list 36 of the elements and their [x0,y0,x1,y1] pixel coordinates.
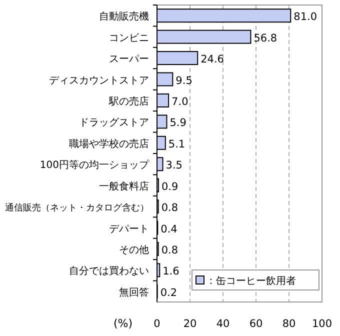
y-tick-label: 通信販売（ネット・カタログ含む） [5,202,149,214]
y-tick-label: 一般食料店 [99,180,149,192]
data-label: 7.0 [172,96,188,108]
data-label: 81.0 [294,11,318,24]
x-axis-title: (%) [113,317,133,330]
x-tick-label: 40 [216,318,230,330]
x-tick-label: 0 [154,318,160,330]
y-tick-label: 自分では買わない [69,265,149,278]
data-label: 0.8 [161,244,178,256]
y-tick-label: スーパー [109,54,149,66]
data-label: 56.8 [254,32,278,44]
data-label: 24.6 [200,54,224,66]
y-tick-label: その他 [119,244,149,256]
y-tick-label: 職場や学校の売店 [69,138,149,150]
y-tick-label: ディスカウントストア [49,75,149,86]
legend-label: ：缶コーヒー飲用者 [206,275,296,287]
data-label: 3.5 [166,160,182,172]
y-tick-label: 100円等の均一ショップ [40,159,150,172]
data-label: 0.4 [160,223,178,236]
y-tick-label: 自動販売機 [99,10,149,23]
data-label: 1.6 [162,266,180,278]
data-label: 0.2 [160,286,178,299]
data-label: 5.9 [170,117,186,130]
data-label: 9.5 [176,74,192,87]
x-tick-label: 80 [282,318,296,330]
x-tick-label: 100 [312,318,332,330]
y-tick-label: デパート [109,224,149,235]
x-tick-label: 60 [249,318,263,330]
y-tick-label: ドラッグストア [79,118,149,129]
data-label: 0.8 [161,202,178,214]
y-tick-label: 無回答 [119,286,149,298]
y-tick-label: コンビニ [109,32,149,44]
data-label: 5.1 [168,138,186,150]
data-label: 0.9 [161,180,178,193]
x-tick-label: 20 [183,318,197,330]
y-tick-label: 駅の売店 [108,95,149,108]
